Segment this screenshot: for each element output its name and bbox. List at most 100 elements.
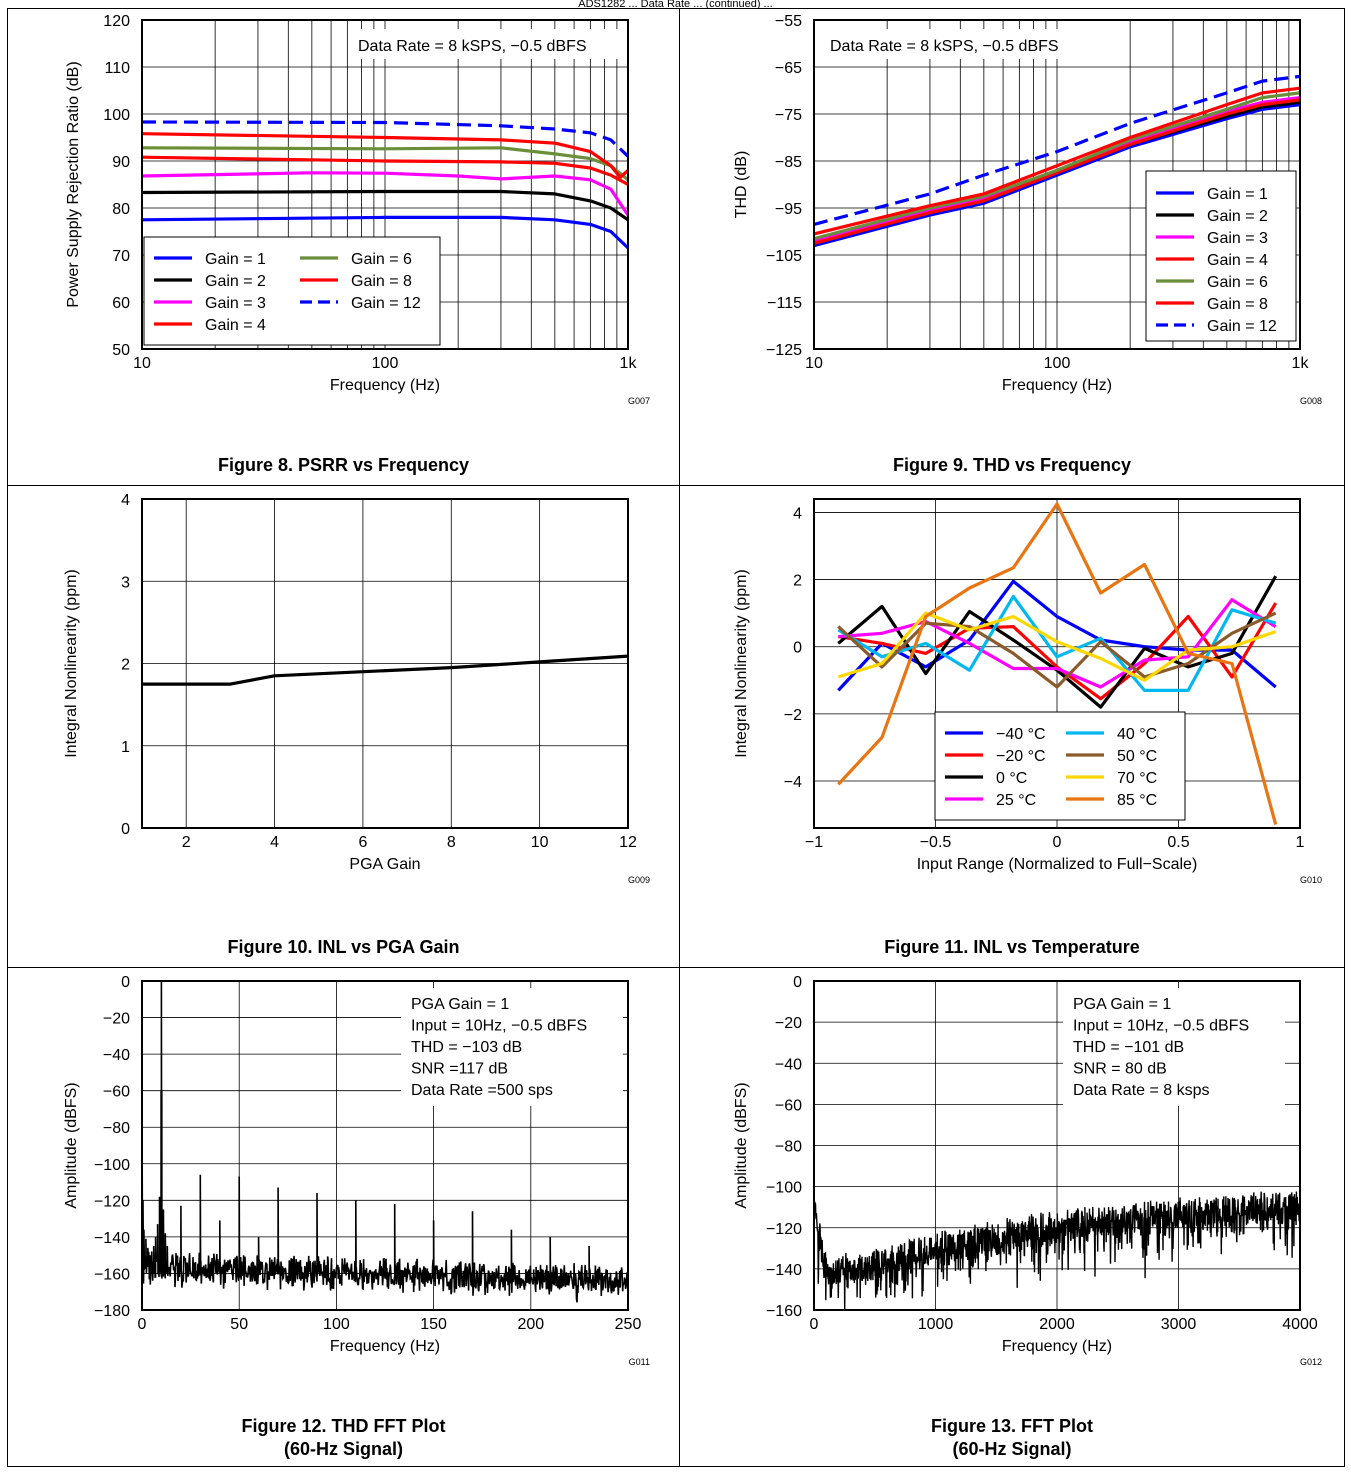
legend-label: Gain = 2 bbox=[1207, 208, 1268, 225]
y-tick-label: −40 bbox=[103, 1047, 130, 1064]
figure-8-panel: 10 100 1k 50 60 70 80 90 100 110 120 Frequency (Hz)… bbox=[7, 8, 680, 486]
figure-8-caption: Figure 8. PSRR vs Frequency bbox=[217, 455, 470, 475]
y-tick-label: 0 bbox=[793, 640, 802, 657]
x-tick-label: 1k bbox=[620, 355, 638, 372]
series-line bbox=[814, 103, 1300, 248]
figure-12-caption-line2: (60-Hz Signal) bbox=[283, 1439, 403, 1459]
y-tick-label: −80 bbox=[103, 1120, 130, 1137]
legend-label: Gain = 1 bbox=[1207, 186, 1268, 203]
x-axis-label: PGA Gain bbox=[349, 856, 420, 873]
x-tick-label: 10 bbox=[531, 834, 549, 851]
series-line bbox=[142, 215, 628, 250]
annotation-line: Data Rate =500 sps bbox=[411, 1082, 553, 1099]
y-axis-label: Amplitude (dBFS) bbox=[63, 1082, 80, 1208]
y-tick-label: 100 bbox=[103, 107, 130, 124]
legend-label: Gain = 6 bbox=[1207, 274, 1268, 291]
plot-frame bbox=[141, 19, 629, 350]
y-tick-label: −20 bbox=[775, 1015, 802, 1032]
x-tick-label: 4 bbox=[270, 834, 279, 851]
x-axis-label: Frequency (Hz) bbox=[1002, 377, 1112, 394]
x-tick-label: 4000 bbox=[1282, 1316, 1318, 1333]
y-tick-label: 110 bbox=[104, 60, 130, 77]
figure-code: G009 bbox=[628, 875, 650, 885]
x-axis-label: Frequency (Hz) bbox=[330, 1338, 440, 1355]
y-tick-label: 3 bbox=[121, 574, 130, 591]
fft-trace bbox=[814, 1191, 1300, 1310]
y-tick-label: −120 bbox=[766, 1221, 802, 1238]
series-line bbox=[814, 91, 1300, 241]
y-tick-label: −2 bbox=[784, 707, 802, 724]
y-axis-label: Integral Nonlinearity (ppm) bbox=[733, 569, 750, 758]
figure-10-panel: 2 4 6 8 10 12 0 1 2 3 4 PGA Gain Integral Nonlineari… bbox=[7, 485, 680, 968]
x-tick-label: 1000 bbox=[918, 1316, 954, 1333]
x-tick-label: 50 bbox=[230, 1316, 248, 1333]
fft-trace bbox=[142, 981, 628, 1303]
x-tick-label: 100 bbox=[372, 355, 399, 372]
y-tick-label: −140 bbox=[94, 1230, 130, 1247]
annotation-text: Data Rate = 8 kSPS, −0.5 dBFS bbox=[358, 38, 587, 55]
y-tick-label: 4 bbox=[121, 492, 130, 509]
annotation-box bbox=[1063, 988, 1285, 1106]
x-axis-label: Frequency (Hz) bbox=[330, 377, 440, 394]
legend-label: Gain = 1 bbox=[205, 251, 266, 268]
x-tick-label: 250 bbox=[615, 1316, 642, 1333]
y-tick-label: 80 bbox=[112, 201, 130, 218]
annotation-line: Data Rate = 8 ksps bbox=[1073, 1082, 1210, 1099]
x-tick-label: 10 bbox=[133, 355, 151, 372]
series-line bbox=[837, 594, 1277, 692]
y-tick-label: 0 bbox=[121, 821, 130, 838]
series-line bbox=[142, 132, 628, 179]
psrr-chart: 10 100 1k 50 60 70 80 90 100 110 120 Frequency (Hz)… bbox=[65, 13, 650, 406]
series-line bbox=[814, 74, 1300, 226]
y-tick-label: −95 bbox=[775, 201, 802, 218]
x-tick-label: 1k bbox=[1292, 355, 1310, 372]
y-tick-label: 90 bbox=[112, 154, 130, 171]
legend-label: Gain = 3 bbox=[1207, 230, 1268, 247]
page-header: ADS1282 ... Data Rate ... (continued) ..… bbox=[578, 0, 773, 8]
y-tick-label: 0 bbox=[793, 974, 802, 991]
y-tick-label: 2 bbox=[121, 657, 130, 674]
y-tick-label: −100 bbox=[94, 1157, 130, 1174]
figure-9-caption: Figure 9. THD vs Frequency bbox=[892, 455, 1132, 475]
y-tick-label: 4 bbox=[793, 505, 802, 522]
legend-box bbox=[143, 236, 441, 346]
legend-label: 40 °C bbox=[1117, 726, 1157, 743]
x-tick-label: 3000 bbox=[1161, 1316, 1197, 1333]
annotation-box bbox=[348, 29, 622, 59]
series-line bbox=[837, 611, 1277, 682]
series-line bbox=[814, 86, 1300, 236]
x-tick-label: 0.5 bbox=[1167, 834, 1189, 851]
x-tick-label: 10 bbox=[805, 355, 823, 372]
y-tick-label: −125 bbox=[766, 342, 802, 359]
annotation-text: Data Rate = 8 kSPS, −0.5 dBFS bbox=[830, 38, 1059, 55]
series-line bbox=[837, 502, 1278, 826]
y-tick-label: 60 bbox=[112, 295, 130, 312]
inl-temperature-chart: −1 −0.5 0 0.5 1 −4 −2 0 2 4 Input Range (Normalize… bbox=[733, 498, 1322, 885]
x-tick-label: 200 bbox=[517, 1316, 544, 1333]
series-line bbox=[838, 598, 1277, 689]
series-line bbox=[142, 155, 628, 186]
y-tick-label: −120 bbox=[94, 1193, 130, 1210]
figure-code: G008 bbox=[1300, 396, 1322, 406]
x-tick-label: −1 bbox=[805, 834, 823, 851]
legend-label: Gain = 4 bbox=[1207, 252, 1268, 269]
figure-10-caption: Figure 10. INL vs PGA Gain bbox=[227, 937, 460, 957]
y-tick-label: −40 bbox=[775, 1056, 802, 1073]
y-tick-label: −75 bbox=[775, 107, 802, 124]
y-tick-label: −160 bbox=[766, 1303, 802, 1320]
series-line bbox=[814, 98, 1300, 245]
figure-12-panel: 0 50 100 150 200 250 −180 −160 −140 −120 −100 −80 −6… bbox=[7, 967, 680, 1467]
fft-chart: 0 1000 2000 3000 4000 −160 −140 −120 −100 −80 −60 −… bbox=[733, 974, 1322, 1367]
y-tick-label: −4 bbox=[784, 774, 802, 791]
figure-12-caption: Figure 12. THD FFT Plot bbox=[241, 1416, 446, 1436]
legend-label: 25 °C bbox=[996, 792, 1036, 809]
x-tick-label: 0 bbox=[810, 1316, 819, 1333]
x-tick-label: 0 bbox=[1053, 834, 1062, 851]
legend-label: Gain = 12 bbox=[351, 295, 421, 312]
y-tick-label: −160 bbox=[94, 1266, 130, 1283]
legend-label: −40 °C bbox=[996, 726, 1046, 743]
y-tick-label: −100 bbox=[766, 1180, 802, 1197]
y-axis-label: THD (dB) bbox=[733, 151, 750, 219]
legend-label: Gain = 4 bbox=[205, 317, 266, 334]
figure-13-caption-line2: (60-Hz Signal) bbox=[952, 1439, 1072, 1459]
